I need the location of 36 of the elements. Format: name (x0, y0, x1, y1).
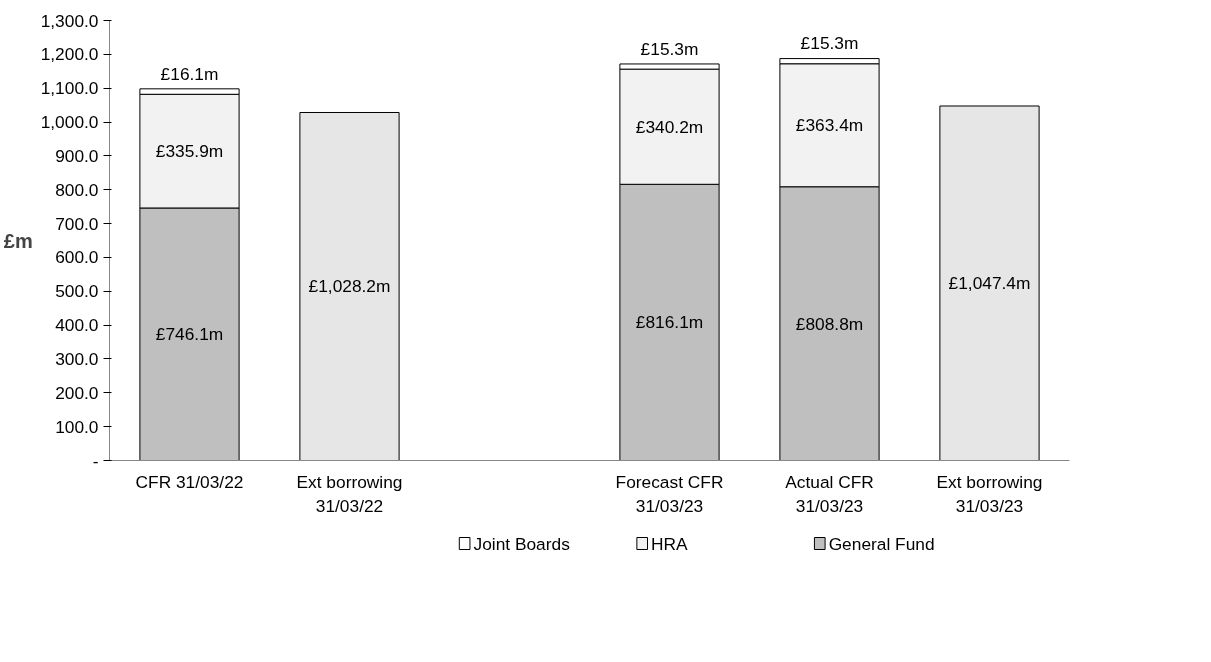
y-axis-title: £m (3, 229, 33, 252)
data-label: £15.3m (800, 33, 859, 54)
y-tick-label: 600.0 (55, 247, 99, 268)
y-tick-label: 700.0 (55, 213, 99, 234)
data-label: £363.4m (795, 115, 864, 136)
y-tick-label: 200.0 (55, 382, 99, 403)
x-tick-label: CFR 31/03/22 (135, 471, 244, 492)
data-label: £1,047.4m (948, 273, 1031, 294)
data-label: £746.1m (155, 324, 224, 345)
x-tick-label: Ext borrowing 31/03/23 (936, 471, 1043, 516)
data-label: £808.8m (795, 313, 864, 334)
data-label: £340.2m (635, 116, 704, 137)
y-tick-label: 500.0 (55, 281, 99, 302)
y-tick-label: 400.0 (55, 315, 99, 336)
legend-label: Joint Boards (473, 533, 571, 554)
x-tick-label: Ext borrowing 31/03/22 (296, 471, 403, 516)
y-tick-label: 900.0 (55, 145, 99, 166)
legend-label: HRA (651, 533, 689, 554)
data-label: £16.1m (160, 63, 219, 84)
bar (939, 105, 1040, 461)
data-label: £816.1m (635, 312, 704, 333)
legend-label: General Fund (828, 533, 935, 554)
y-tick-label: 800.0 (55, 179, 99, 200)
y-tick-label: 300.0 (55, 348, 99, 369)
data-label: £1,028.2m (308, 276, 391, 297)
y-tick-label: 1,000.0 (40, 112, 99, 133)
data-label: £15.3m (640, 38, 699, 59)
y-tick-label: 1,100.0 (40, 78, 99, 99)
bar (299, 111, 400, 461)
y-tick-label: 1,200.0 (40, 44, 99, 65)
y-tick-label: 1,300.0 (40, 10, 99, 31)
y-tick-label: 100.0 (55, 416, 99, 437)
x-tick-label: Forecast CFR 31/03/23 (615, 471, 724, 516)
y-tick-label: - (92, 450, 99, 471)
data-label: £335.9m (155, 141, 224, 162)
x-tick-label: Actual CFR 31/03/23 (785, 471, 874, 516)
